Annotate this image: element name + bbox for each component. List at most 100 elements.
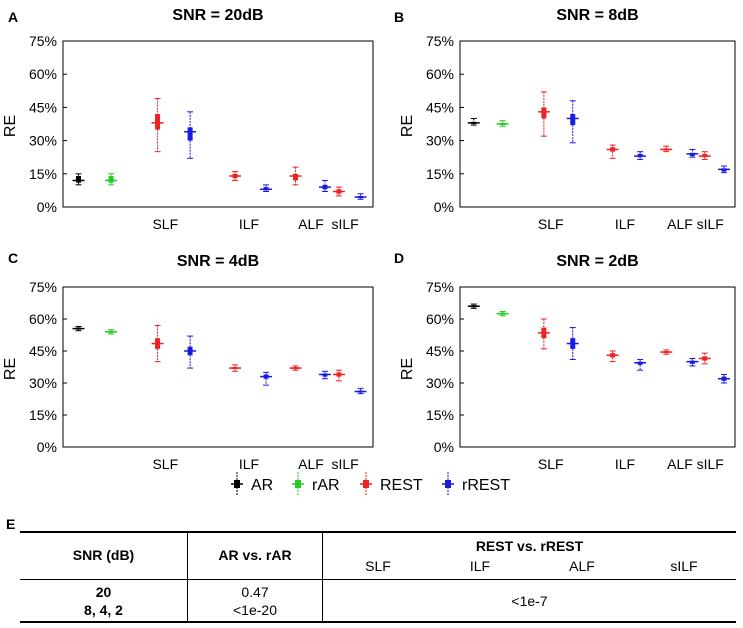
y-tick-label: 45%: [29, 99, 57, 115]
plot-frame-d: [459, 286, 736, 448]
box-ar: [72, 173, 85, 186]
y-axis-label: RE: [2, 358, 19, 380]
legend-item-rar: [292, 472, 304, 496]
table-header-rest: REST vs. rREST: [475, 538, 584, 554]
table-subheader-ilf: ILF: [469, 558, 491, 574]
panel-label-e: E: [6, 516, 16, 532]
legend-label-rar: rAR: [312, 477, 340, 494]
box-rrest: [718, 165, 730, 174]
y-tick-label: 15%: [29, 166, 57, 182]
legend-label-ar: AR: [251, 477, 273, 494]
y-tick-label: 30%: [426, 375, 454, 391]
x-tick-label-ilf: ILF: [615, 456, 635, 472]
x-tick-label-silf: sILF: [697, 216, 724, 232]
y-axis-label: RE: [399, 115, 416, 137]
y-tick-label: 30%: [29, 133, 57, 149]
box-rrest: [718, 373, 730, 384]
y-tick-label: 0%: [37, 439, 57, 455]
box-rest: [698, 352, 711, 365]
box-rest: [660, 349, 673, 355]
x-tick-label-silf: sILF: [697, 456, 724, 472]
box-rest: [332, 186, 345, 197]
box-ar: [467, 117, 480, 126]
box-rrest: [634, 151, 647, 160]
box-ar: [72, 325, 85, 332]
y-axis-label: RE: [399, 358, 416, 380]
y-tick-label: 60%: [29, 66, 57, 82]
box-rest: [151, 98, 164, 153]
box-rrest: [686, 357, 699, 367]
table-vline-2: [322, 531, 323, 621]
x-tick-label-alf: ALF: [298, 456, 324, 472]
table-subheader-silf: sILF: [670, 558, 698, 574]
box-body: [108, 176, 114, 183]
table-mid-rule: [20, 579, 736, 580]
box-rar: [105, 173, 118, 186]
y-tick-label: 45%: [29, 343, 57, 359]
x-tick-label-ilf: ILF: [615, 216, 635, 232]
box-rrest: [184, 111, 197, 159]
table-row2-ar: <1e-20: [233, 602, 277, 618]
y-tick-label: 0%: [434, 439, 454, 455]
legend-label-rest: REST: [380, 477, 423, 494]
box-rrest: [184, 335, 197, 369]
box-body: [187, 127, 193, 141]
box-rest: [537, 91, 550, 137]
y-tick-label: 0%: [434, 199, 454, 215]
table-row1-ar: 0.47: [241, 584, 269, 600]
box-rar: [496, 120, 509, 127]
box-rest: [606, 350, 619, 363]
box-rar: [496, 311, 509, 317]
box-rrest: [686, 148, 699, 158]
legend-item-ar: [231, 472, 243, 496]
y-tick-label: 75%: [29, 33, 57, 49]
x-tick-label-slf: SLF: [152, 216, 178, 232]
table-row2-snr: 8, 4, 2: [84, 602, 123, 618]
box-rrest: [566, 100, 579, 144]
chart-title-c: SNR = 4dB: [177, 253, 259, 270]
box-rest: [229, 364, 242, 372]
box-rrest: [566, 327, 579, 361]
legend-label-rrest: rREST: [462, 477, 510, 494]
y-tick-label: 60%: [426, 311, 454, 327]
table-rest-value: <1e-7: [511, 593, 548, 609]
x-tick-label-slf: SLF: [538, 216, 564, 232]
y-tick-label: 60%: [426, 66, 454, 82]
box-rar: [105, 329, 118, 335]
y-tick-label: 0%: [37, 199, 57, 215]
table-top-rule: [20, 531, 736, 533]
x-tick-label-silf: sILF: [331, 456, 358, 472]
table-bottom-rule: [20, 621, 736, 623]
y-tick-label: 30%: [29, 375, 57, 391]
box-rest: [660, 145, 673, 153]
box-body: [76, 176, 81, 183]
chart-title-b: SNR = 8dB: [556, 7, 638, 24]
box-rrest: [318, 179, 331, 193]
panel-label-a: A: [8, 9, 18, 25]
legend-item-rest: [360, 472, 372, 496]
x-tick-label-alf: ALF: [298, 216, 324, 232]
x-tick-label-slf: SLF: [152, 456, 178, 472]
box-rest: [151, 324, 164, 363]
x-tick-label-slf: SLF: [538, 456, 564, 472]
box-body: [570, 114, 576, 126]
table-subheader-alf: ALF: [569, 558, 595, 574]
box-rrest: [634, 359, 647, 371]
legend-item-rrest: [442, 472, 454, 496]
chart-title-a: SNR = 20dB: [172, 7, 263, 24]
y-axis-label: RE: [2, 115, 19, 137]
box-rest: [289, 365, 302, 371]
y-tick-label: 75%: [29, 279, 57, 295]
y-tick-label: 15%: [426, 166, 454, 182]
y-tick-label: 15%: [426, 407, 454, 423]
plot-frame-a: [62, 40, 374, 208]
panel-label-d: D: [394, 250, 404, 266]
box-body: [293, 173, 298, 181]
y-tick-label: 75%: [426, 33, 454, 49]
box-rrest: [318, 370, 331, 380]
figure-charts: A SNR = 20dB 0% 15% 30% 45% 60% 75% RE SLF ILF ALF s…: [2, 7, 736, 496]
box-rest: [606, 144, 619, 159]
plot-frame-b: [459, 40, 736, 208]
table-row1-snr: 20: [95, 584, 112, 600]
table-vline-1: [187, 531, 188, 621]
